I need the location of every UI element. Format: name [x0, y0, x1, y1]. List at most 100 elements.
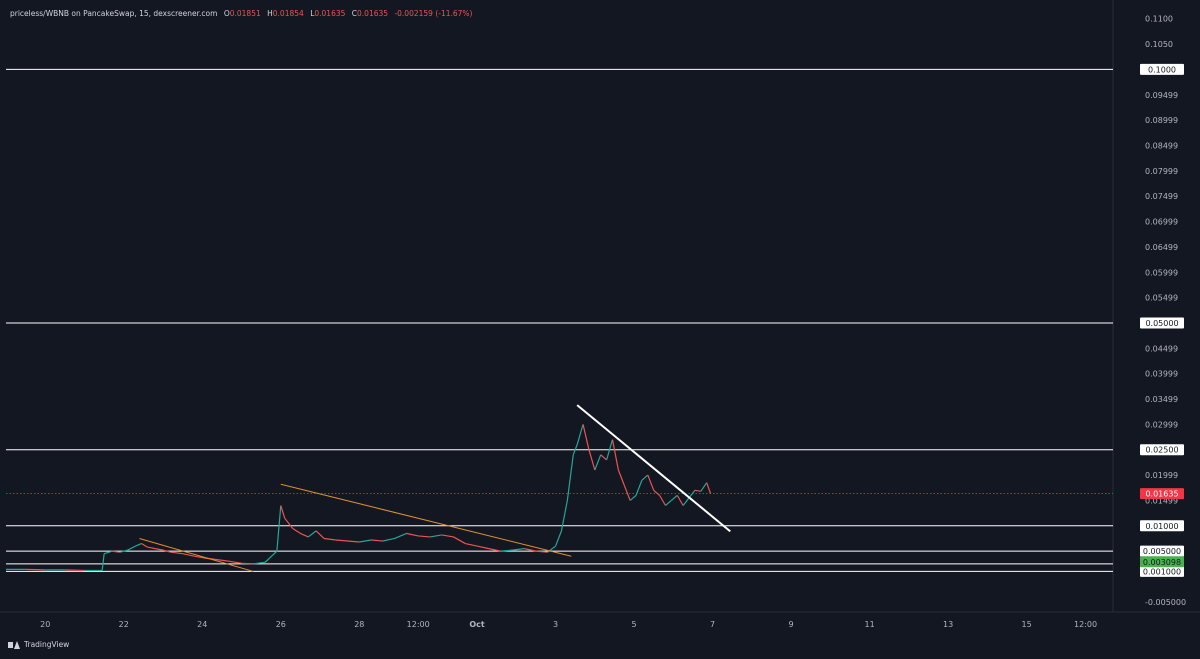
price-series-segment	[241, 562, 254, 565]
price-series-segment	[119, 549, 128, 553]
price-series-segment	[182, 553, 195, 557]
price-series-segment	[647, 474, 655, 491]
price-axis-tick-label: 0.07499	[1145, 192, 1178, 201]
price-series-segment	[323, 537, 336, 541]
price-series-segment	[280, 505, 286, 519]
level-price-tag-label: 0.01000	[1145, 522, 1178, 531]
price-series-segment	[700, 482, 708, 492]
price-series-segment	[706, 482, 712, 495]
price-series-segment	[300, 532, 309, 538]
price-axis-tick-label: 0.08499	[1145, 142, 1178, 151]
close-value: 0.01635	[357, 9, 389, 18]
price-axis-tick-label: -0.005000	[1145, 598, 1186, 607]
price-axis-tick-label: 0.1100	[1145, 15, 1173, 24]
trendline[interactable]	[280, 483, 572, 557]
price-series-segment	[111, 550, 120, 553]
price-axis-tick-label: 0.01499	[1145, 496, 1178, 505]
price-series-segment	[682, 497, 690, 506]
price-axis-tick-label: 0.08999	[1145, 116, 1178, 125]
price-series-segment	[217, 559, 230, 562]
level-price-tag-label: 0.05000	[1145, 319, 1178, 328]
price-series-segment	[582, 424, 590, 450]
time-axis-tick-label: 26	[276, 620, 286, 629]
current-price-tag	[1140, 488, 1184, 500]
price-series-segment	[315, 530, 325, 539]
level-price-tag	[1140, 565, 1184, 577]
price-series-segment	[64, 569, 85, 572]
price-axis-tick-label: 0.05499	[1145, 294, 1178, 303]
time-axis-tick-label: 7	[710, 620, 715, 629]
price-series-segment	[406, 532, 419, 537]
price-axis-tick-label: 0.03499	[1145, 395, 1178, 404]
price-series-segment	[141, 543, 148, 548]
tradingview-brand: TradingView	[24, 640, 70, 649]
price-series-segment	[594, 454, 602, 471]
price-series-segment	[135, 542, 142, 547]
time-axis-tick-label: 15	[1022, 620, 1032, 629]
price-series-segment	[162, 549, 172, 553]
price-series-segment	[170, 551, 183, 555]
level-price-tag	[1140, 317, 1184, 329]
price-series-segment	[276, 505, 282, 552]
price-series-segment	[611, 439, 619, 471]
price-series-segment	[617, 469, 625, 486]
open-value: 0.01851	[229, 9, 261, 18]
price-series-segment	[488, 548, 501, 552]
price-series-segment	[394, 532, 407, 540]
level-price-tag-label: 0.001000	[1143, 567, 1181, 576]
price-series-segment	[653, 489, 660, 496]
price-series-segment	[382, 537, 395, 542]
ohlc-legend: priceless/WBNB on PancakeSwap, 15, dexsc…	[10, 8, 472, 20]
price-series-segment	[688, 489, 696, 499]
trendline[interactable]	[576, 404, 731, 533]
price-series-segment	[641, 474, 649, 481]
level-price-tag-label: 0.005000	[1143, 547, 1181, 556]
level-price-tag	[1140, 63, 1184, 75]
level-price-tag-label: 0.02500	[1145, 446, 1178, 455]
price-series-segment	[284, 517, 294, 529]
low-label: L	[310, 9, 315, 18]
price-axis-tick-label: 0.1050	[1145, 40, 1173, 49]
price-series-segment	[371, 539, 383, 542]
price-series-segment	[670, 494, 678, 501]
time-axis-tick-label: 20	[40, 620, 50, 629]
price-series-segment	[576, 424, 584, 445]
tradingview-logo[interactable]: TradingView	[8, 640, 69, 649]
price-series-segment	[441, 534, 454, 538]
time-axis-tick-label: 11	[865, 620, 875, 629]
price-series-segment	[694, 489, 701, 492]
footer-bar	[0, 636, 1200, 655]
price-axis-tick-label: 0.06499	[1145, 243, 1178, 252]
price-series-segment	[555, 530, 563, 547]
time-axis-tick-label: 9	[789, 620, 794, 629]
price-axis-tick-label: 0.05999	[1145, 268, 1178, 277]
symbol-title: priceless/WBNB on PancakeSwap, 15, dexsc…	[10, 9, 218, 18]
marker-price-tag	[1140, 556, 1184, 568]
high-label: H	[267, 9, 273, 18]
price-series-segment	[453, 536, 466, 545]
price-series-segment	[588, 449, 596, 471]
time-axis-tick-label: 12:00	[407, 620, 430, 629]
price-series-segment	[566, 454, 574, 501]
time-axis-tick-label: 24	[197, 620, 207, 629]
low-value: 0.01635	[314, 9, 346, 18]
price-series-segment	[629, 494, 637, 501]
level-price-tag	[1140, 545, 1184, 557]
price-series-segment	[229, 560, 242, 564]
price-series-segment	[253, 561, 266, 565]
price-series-segment	[429, 534, 442, 538]
time-axis-tick-label: 5	[632, 620, 637, 629]
price-series-segment	[665, 499, 672, 506]
price-axis-tick-label: 0.03999	[1145, 370, 1178, 379]
price-series-segment	[25, 568, 46, 571]
open-label: O	[223, 9, 230, 18]
price-series-segment	[560, 500, 568, 531]
price-axis-tick-label: 0.02999	[1145, 420, 1178, 429]
time-axis-tick-label: 3	[553, 620, 558, 629]
trendline[interactable]	[139, 537, 254, 572]
price-series-segment	[264, 550, 278, 563]
price-series-segment	[500, 549, 513, 552]
price-series-segment	[155, 548, 164, 551]
